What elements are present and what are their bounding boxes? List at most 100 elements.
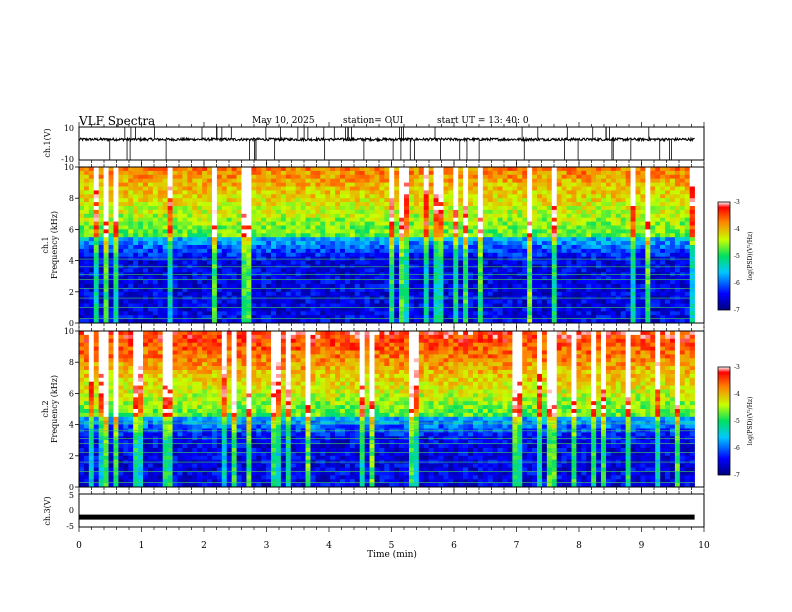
spectrogram-cell [350,233,355,237]
spectrogram-cell [256,202,261,206]
spectrogram-cell [325,233,330,237]
spectrogram-cell [468,202,473,206]
spectrogram-cell [660,315,665,319]
spectrogram-cell [468,233,473,237]
spectrogram-cell [301,179,306,183]
spectrogram-cell [370,206,375,210]
spectrogram-cell [567,307,572,311]
spectrogram-cell [123,249,128,253]
spectrogram-cell [650,261,655,265]
spectrogram-cell [163,198,168,202]
spectrogram-cell [483,206,488,210]
spectrogram-cell [572,241,577,245]
spectrogram-cell [463,167,468,171]
spectrogram-cell [640,202,645,206]
spectrogram-cell [645,253,650,257]
spectrogram-cell [591,276,596,280]
spectrogram-cell [251,315,256,319]
spectrogram-cell [453,315,458,319]
spectrogram-cell [557,229,562,233]
spectrogram-cell [148,300,153,304]
spectrogram-cell [636,214,641,218]
spectrogram-cell [89,218,94,222]
spectrogram-cell [542,183,547,187]
spectrogram-cell [503,315,508,319]
spectrogram-cell [286,194,291,198]
spectrogram-cell [384,292,389,296]
spectrogram-cell [335,179,340,183]
spectrogram-cell [611,167,616,171]
spectrogram-cell [404,229,409,233]
spectrogram-cell [158,194,163,198]
spectrogram-cell [636,175,641,179]
spectrogram-cell [611,276,616,280]
spectrogram-cell [178,276,183,280]
spectrogram-cell [572,198,577,202]
spectrogram-cell [606,276,611,280]
spectrogram-cell [251,300,256,304]
spectrogram-cell [251,249,256,253]
spectrogram-cell [306,280,311,284]
spectrogram-cell [655,292,660,296]
spectrogram-cell [562,179,567,183]
spectrogram-cell [281,307,286,311]
spectrogram-cell [335,233,340,237]
spectrogram-cell [104,300,109,304]
spectrogram-cell [537,202,542,206]
spectrogram-cell [271,284,276,288]
spectrogram-cell [443,198,448,202]
spectrogram-cell [498,245,503,249]
spectrogram-cell [296,315,301,319]
spectrogram-cell [439,311,444,315]
spectrogram-cell [79,179,84,183]
spectrogram-cell [301,210,306,214]
spectrogram-cell [310,292,315,296]
spectrogram-cell [562,300,567,304]
ch1-waveform-trace [79,127,695,160]
spectrogram-cell [158,190,163,194]
spectrogram-cell [611,226,616,230]
spectrogram-cell [636,183,641,187]
spectrogram-cell [414,300,419,304]
spectrogram-cell [468,194,473,198]
spectrogram-cell [601,304,606,308]
spectrogram-cell [616,183,621,187]
spectrogram-cell [375,315,380,319]
spectrogram-cell [576,194,581,198]
spectrogram-cell [138,284,143,288]
spectrogram-cell [222,198,227,202]
spectrogram-cell [498,218,503,222]
spectrogram-cell [212,187,217,191]
spectrogram-cell [320,229,325,233]
spectrogram-cell [306,241,311,245]
spectrogram-cell [429,249,434,253]
spectrogram-cell [660,194,665,198]
spectrogram-cell [434,253,439,257]
spectrogram-cell [498,233,503,237]
spectrogram-cell [522,190,527,194]
spectrogram-cell [345,245,350,249]
spectrogram-cell [384,210,389,214]
spectrogram-cell [123,307,128,311]
spectrogram-cell [636,311,641,315]
spectrogram-cell [178,167,183,171]
spectrogram-cell [645,194,650,198]
spectrogram-cell [143,292,148,296]
spectrogram-cell [138,300,143,304]
spectrogram-cell [355,167,360,171]
spectrogram-cell [370,214,375,218]
spectrogram-cell [478,253,483,257]
spectrogram-cell [79,245,84,249]
spectrogram-cell [606,268,611,272]
spectrogram-cell [207,284,212,288]
spectrogram-cell [572,315,577,319]
spectrogram-cell [291,237,296,241]
spectrogram-cell [320,190,325,194]
spectrogram-cell [498,214,503,218]
spectrogram-cell [310,284,315,288]
spectrogram-cell [655,249,660,253]
spectrogram-cell [340,292,345,296]
spectrogram-cell [576,187,581,191]
spectrogram-cell [537,198,542,202]
spectrogram-cell [616,210,621,214]
